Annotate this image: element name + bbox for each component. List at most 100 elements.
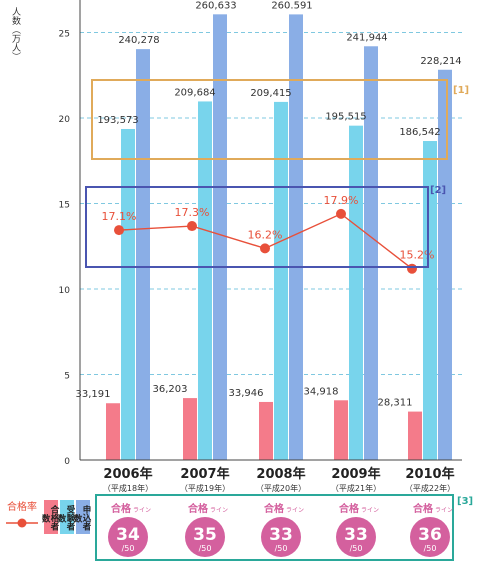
pass-rate-label: 15.2% <box>400 249 435 262</box>
bar-2-3 <box>364 46 378 461</box>
data-label: 33,946 <box>229 388 264 399</box>
pass-line-denominator: /50 <box>122 544 135 553</box>
pass-line-circle <box>108 517 148 557</box>
bar-0-2 <box>259 401 273 460</box>
pass-line-badge: 合格 ライン 34/50 <box>108 502 151 557</box>
x-tick-sublabel: （平成18年） <box>103 483 153 493</box>
y-tick-label: 15 <box>59 201 70 211</box>
data-label: 260.591 <box>271 0 312 11</box>
y-tick-label: 5 <box>64 372 70 382</box>
bar-0-0 <box>106 403 120 460</box>
data-label: 36,203 <box>153 384 188 395</box>
annotation-boxes: [1] [2] [3] <box>85 79 473 561</box>
pass-line-denominator: /50 <box>350 544 363 553</box>
data-label: 240,278 <box>118 35 159 46</box>
legend-pass-rate-label: 合格率 <box>7 500 37 513</box>
x-tick-label: 2006年 <box>103 466 152 482</box>
pass-line-title: 合格 <box>110 502 132 515</box>
pass-line-denominator: /50 <box>199 544 212 553</box>
legend-applicants-tag: 申込者数 <box>72 500 91 534</box>
pass-line-circle <box>336 517 376 557</box>
pass-line-title: 合格 <box>187 502 209 515</box>
annotation-label-1: [1] <box>453 85 469 96</box>
data-label: 193,573 <box>97 115 138 126</box>
bar-0-1 <box>183 398 197 460</box>
annotation-box-3 <box>95 494 454 561</box>
pass-line-denominator: /50 <box>275 544 288 553</box>
pass-line-denominator: /50 <box>424 544 437 553</box>
pass-line-subtitle: ライン <box>210 507 228 514</box>
pass-rate-point <box>187 221 197 232</box>
data-label: 228,214 <box>420 56 461 67</box>
pass-rate-point <box>260 243 270 254</box>
data-label: 241,944 <box>346 32 387 43</box>
pass-line-subtitle: ライン <box>286 507 304 514</box>
pass-line-badge: 合格 ライン 33/50 <box>261 502 304 557</box>
pass-line-badge: 合格 ライン 36/50 <box>410 502 453 557</box>
annotation-label-2: [2] <box>430 185 446 196</box>
x-tick-sublabel: （平成21年） <box>331 483 381 493</box>
data-label: 209,684 <box>174 87 215 98</box>
bar-0-3 <box>334 400 348 460</box>
bar-1-3 <box>349 125 363 461</box>
legend-examinees-tag: 受験者数 <box>56 500 75 534</box>
x-tick-sublabel: （平成19年） <box>180 483 230 493</box>
bar-1-4 <box>423 141 437 460</box>
pass-line-score: 33 <box>344 525 368 545</box>
annotation-box-2 <box>85 186 429 268</box>
bar-2-4 <box>438 69 452 460</box>
pass-rate-point <box>336 208 346 219</box>
data-label: 33,191 <box>76 389 111 400</box>
pass-line-title: 合格 <box>263 502 285 515</box>
pass-line-circle <box>261 517 301 557</box>
data-label: 209,415 <box>250 88 291 99</box>
pass-line-score: 34 <box>116 525 140 545</box>
data-label: 34,918 <box>304 386 339 397</box>
pass-rate-label: 17.1% <box>102 210 137 223</box>
pass-line-badge: 合格 ライン 33/50 <box>336 502 379 557</box>
x-tick-label: 2007年 <box>180 466 229 482</box>
bar-0-4 <box>408 411 422 460</box>
pass-line-circle <box>185 517 225 557</box>
pass-line-score: 36 <box>418 525 442 545</box>
pass-line-badge: 合格 ライン 35/50 <box>185 502 228 557</box>
pass-line-subtitle: ライン <box>133 507 151 514</box>
y-tick-label: 0 <box>64 457 70 467</box>
legend-passed-tag: 合格者数 <box>40 500 59 534</box>
pass-line-score: 33 <box>269 525 293 545</box>
bar-2-2 <box>289 14 303 460</box>
pass-rate-label: 17.9% <box>324 194 359 207</box>
pass-rate-label: 17.3% <box>175 206 210 219</box>
pass-rate-line: 17.1% 17.3% 16.2% 17.9% 15.2% <box>102 194 435 274</box>
pass-line-title: 合格 <box>412 502 434 515</box>
pass-line-circle <box>410 517 450 557</box>
pass-rate-point <box>407 263 417 274</box>
bar-1-0 <box>121 128 135 460</box>
pass-line-subtitle: ライン <box>435 507 453 514</box>
bars <box>106 14 452 461</box>
bar-2-1 <box>213 14 227 461</box>
annotation-label-3: [3] <box>457 496 473 507</box>
x-tick-label: 2008年 <box>256 466 305 482</box>
bar-1-1 <box>198 101 212 460</box>
y-tick-label: 25 <box>59 30 70 40</box>
bar-2-0 <box>136 49 150 460</box>
pass-rate-label: 16.2% <box>248 228 283 241</box>
data-label: 28,311 <box>378 398 413 409</box>
axes: 05101520252006年（平成18年）2007年（平成19年）2008年（… <box>6 0 462 528</box>
pass-line-score: 35 <box>193 525 217 545</box>
data-label: 186,542 <box>399 127 440 138</box>
legend-pass-rate-marker <box>17 518 27 528</box>
annotation-box-1 <box>91 79 448 160</box>
x-tick-sublabel: （平成20年） <box>256 483 306 493</box>
pass-line-subtitle: ライン <box>361 507 379 514</box>
x-tick-sublabel: （平成22年） <box>405 483 455 493</box>
bar-value-labels: 33,191 193,573 240,278 36,203 209,684 260,633… <box>76 0 462 408</box>
y-tick-label: 20 <box>59 115 71 125</box>
y-axis-label: 人数（万人） <box>10 7 20 61</box>
x-tick-label: 2009年 <box>331 466 380 482</box>
pass-line-title: 合格 <box>338 502 360 515</box>
x-tick-label: 2010年 <box>405 466 454 482</box>
